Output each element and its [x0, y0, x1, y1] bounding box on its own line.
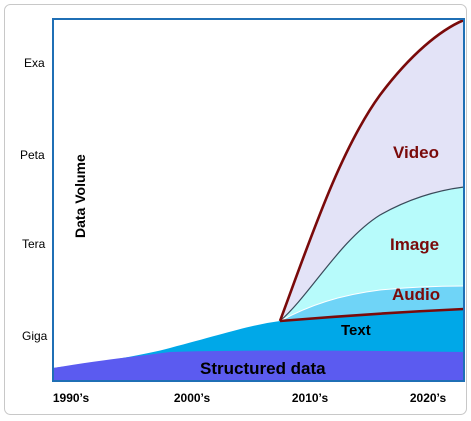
area-structured-data — [53, 350, 464, 381]
series-label-audio: Audio — [392, 285, 440, 304]
x-tick-2000s: 2000’s — [174, 391, 211, 405]
x-tick-1990s: 1990’s — [53, 391, 90, 405]
x-tick-2020s: 2020’s — [410, 391, 447, 405]
y-tick-giga: Giga — [22, 329, 48, 343]
y-tick-exa: Exa — [24, 56, 45, 70]
plot-border — [52, 18, 465, 382]
line-video-boundary — [278, 18, 465, 322]
series-label-text: Text — [341, 322, 371, 339]
y-tick-tera: Tera — [22, 237, 46, 251]
line-text-boundary — [279, 307, 465, 323]
series-label-video: Video — [393, 143, 439, 162]
y-tick-peta: Peta — [20, 148, 45, 162]
plot-area — [53, 18, 465, 381]
series-label-image: Image — [390, 235, 439, 254]
series-label-structured-data: Structured data — [200, 359, 326, 378]
y-axis-label: Data Volume — [72, 154, 88, 238]
line-image-boundary — [279, 186, 465, 322]
line-audio-boundary — [279, 285, 465, 322]
x-tick-2010s: 2010’s — [292, 391, 329, 405]
